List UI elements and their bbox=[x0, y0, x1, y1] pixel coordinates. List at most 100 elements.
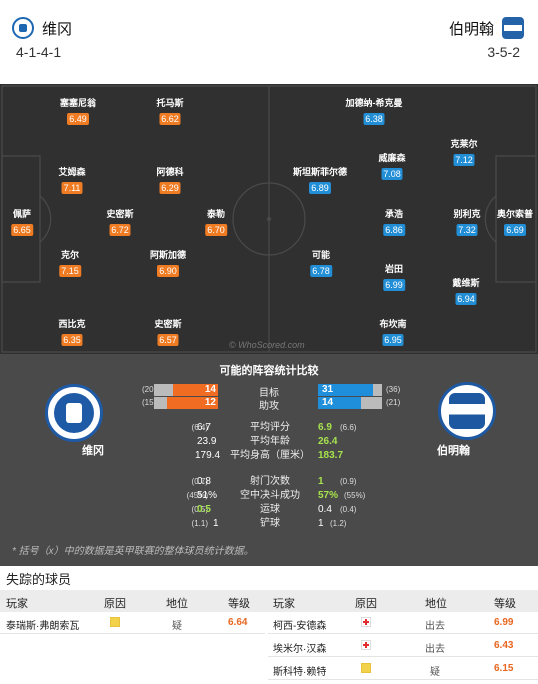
player-rating: 7.12 bbox=[453, 154, 475, 166]
missing-player-row[interactable]: 柯西-安德森 出去 6.99 bbox=[268, 612, 538, 634]
player-rating: 6.99 bbox=[383, 279, 405, 291]
home-team-name: 维冈 bbox=[42, 20, 73, 38]
col-grade: 等级 bbox=[494, 598, 516, 610]
col-reason: 原因 bbox=[355, 598, 377, 610]
away-league-avg: (36) bbox=[386, 385, 401, 394]
stat-bar-row: (15) 12 助攻 14 (21) bbox=[0, 396, 538, 412]
player-name: 斯科特·赖特 bbox=[273, 667, 327, 678]
away-player[interactable]: 布坎南 6.95 bbox=[379, 318, 407, 348]
player-rating: 6.78 bbox=[310, 265, 332, 277]
reason-injury-icon bbox=[361, 617, 371, 630]
player-name: 别利克 bbox=[453, 209, 481, 219]
player-status: 出去 bbox=[425, 621, 445, 632]
away-bar-fill bbox=[318, 397, 361, 409]
away-value: 0.4 bbox=[318, 504, 332, 515]
lineup-comparison: 可能的阵容统计比较 维冈 伯明翰 (20) 14 目标 31 (36) (15)… bbox=[0, 354, 538, 566]
home-player[interactable]: 史密斯 6.72 bbox=[106, 208, 134, 238]
stat-bar-row: (20) 14 目标 31 (36) bbox=[0, 383, 538, 399]
stat-row: (6.4) 6.7 平均评分 6.9 (6.6) bbox=[0, 421, 538, 434]
player-status: 出去 bbox=[425, 644, 445, 655]
player-name: 阿斯加德 bbox=[149, 250, 187, 260]
missing-player-row[interactable]: 斯科特·赖特 疑 6.15 bbox=[268, 658, 538, 680]
home-value: 6.7 bbox=[197, 422, 211, 433]
pitch-lines bbox=[1, 85, 537, 353]
wigan-crest-icon bbox=[45, 384, 103, 442]
away-player[interactable]: 奥尔索普 6.69 bbox=[497, 208, 533, 238]
away-bar: 31 bbox=[318, 384, 382, 396]
away-team-link[interactable]: 伯明翰 bbox=[449, 17, 524, 39]
player-rating: 6.35 bbox=[61, 334, 83, 346]
home-player[interactable]: 佩萨 6.65 bbox=[11, 208, 33, 238]
player-name: 塞塞尼翁 bbox=[59, 98, 97, 108]
player-grade: 6.99 bbox=[494, 617, 514, 628]
away-team-label: 伯明翰 bbox=[437, 445, 470, 457]
home-player[interactable]: 史密斯 6.57 bbox=[154, 318, 182, 348]
home-value: 1 bbox=[213, 518, 219, 529]
stat-label: 平均身高（厘米） bbox=[230, 450, 310, 461]
player-name: 克尔 bbox=[60, 250, 79, 260]
away-player[interactable]: 斯坦斯菲尔德 6.89 bbox=[293, 166, 347, 196]
home-team-label: 维冈 bbox=[82, 445, 104, 457]
home-player[interactable]: 塞塞尼翁 6.49 bbox=[60, 97, 96, 127]
watermark: © WhoScored.com bbox=[229, 340, 305, 350]
wigan-crest-icon bbox=[12, 17, 34, 39]
home-league-avg: (0.7) bbox=[191, 477, 208, 486]
home-team-link[interactable]: 维冈 bbox=[12, 17, 72, 39]
away-player[interactable]: 别利克 7.32 bbox=[453, 208, 481, 238]
missing-table-header: 玩家 原因 地位 等级 玩家 原因 地位 等级 bbox=[0, 590, 538, 612]
player-name: 佩萨 bbox=[12, 209, 31, 219]
home-player[interactable]: 克尔 7.15 bbox=[59, 249, 81, 279]
away-player[interactable]: 承浩 6.86 bbox=[383, 208, 405, 238]
home-player[interactable]: 阿德科 6.29 bbox=[156, 166, 184, 196]
away-player[interactable]: 戴维斯 6.94 bbox=[452, 277, 480, 307]
player-name: 威廉森 bbox=[378, 153, 406, 163]
stat-row: 179.4 平均身高（厘米） 183.7 bbox=[0, 449, 538, 462]
missing-player-row[interactable]: 泰瑞斯·弗朗索瓦 疑 6.64 bbox=[0, 612, 265, 634]
away-league-avg: (1.2) bbox=[330, 519, 347, 528]
player-name: 阿德科 bbox=[156, 167, 184, 177]
away-value: 183.7 bbox=[318, 450, 344, 461]
home-league-avg: (15) bbox=[142, 398, 157, 407]
player-name: 布坎南 bbox=[379, 319, 407, 329]
home-bar: 14 bbox=[154, 384, 218, 396]
away-value: 1 bbox=[318, 476, 324, 487]
home-value: 0.5 bbox=[197, 504, 211, 515]
away-player[interactable]: 威廉森 7.08 bbox=[378, 152, 406, 182]
home-league-avg: (0.5) bbox=[191, 505, 208, 514]
col-status: 地位 bbox=[425, 598, 447, 610]
stat-label: 运球 bbox=[260, 504, 280, 515]
home-player[interactable]: 泰勒 6.70 bbox=[205, 208, 227, 238]
home-formation: 4-1-4-1 bbox=[16, 44, 62, 60]
reason-doubt-icon bbox=[110, 617, 120, 630]
stat-label: 助攻 bbox=[259, 401, 279, 412]
home-player[interactable]: 托马斯 6.62 bbox=[156, 97, 184, 127]
player-name: 柯西-安德森 bbox=[273, 621, 327, 632]
home-bar: 12 bbox=[154, 397, 218, 409]
birmingham-crest-icon bbox=[438, 382, 496, 440]
away-bar: 14 bbox=[318, 397, 382, 409]
away-player[interactable]: 加德纳-希克曼 6.38 bbox=[346, 97, 403, 127]
reason-injury-icon bbox=[361, 640, 371, 653]
player-grade: 6.15 bbox=[494, 663, 514, 674]
away-player[interactable]: 克莱尔 7.12 bbox=[450, 138, 478, 168]
player-name: 岩田 bbox=[384, 264, 403, 274]
away-league-avg: (21) bbox=[386, 398, 401, 407]
home-league-avg: (6.4) bbox=[191, 423, 208, 432]
stat-row: 23.9 平均年龄 26.4 bbox=[0, 435, 538, 448]
player-rating: 6.70 bbox=[205, 224, 227, 236]
player-name: 泰勒 bbox=[206, 209, 225, 219]
home-value: 12 bbox=[204, 397, 216, 408]
player-rating: 6.57 bbox=[157, 334, 179, 346]
missing-player-row[interactable]: 埃米尔·汉森 出去 6.43 bbox=[268, 635, 538, 657]
away-player[interactable]: 可能 6.78 bbox=[310, 249, 332, 279]
player-name: 奥尔索普 bbox=[496, 209, 534, 219]
player-rating: 6.72 bbox=[109, 224, 131, 236]
home-player[interactable]: 艾姆森 7.11 bbox=[58, 166, 86, 196]
home-player[interactable]: 阿斯加德 6.90 bbox=[150, 249, 186, 279]
away-player[interactable]: 岩田 6.99 bbox=[383, 263, 405, 293]
stat-label: 目标 bbox=[259, 388, 279, 399]
home-player[interactable]: 西比克 6.35 bbox=[58, 318, 86, 348]
player-name: 泰瑞斯·弗朗索瓦 bbox=[6, 621, 80, 632]
col-player: 玩家 bbox=[273, 598, 295, 610]
away-value: 31 bbox=[322, 384, 334, 395]
